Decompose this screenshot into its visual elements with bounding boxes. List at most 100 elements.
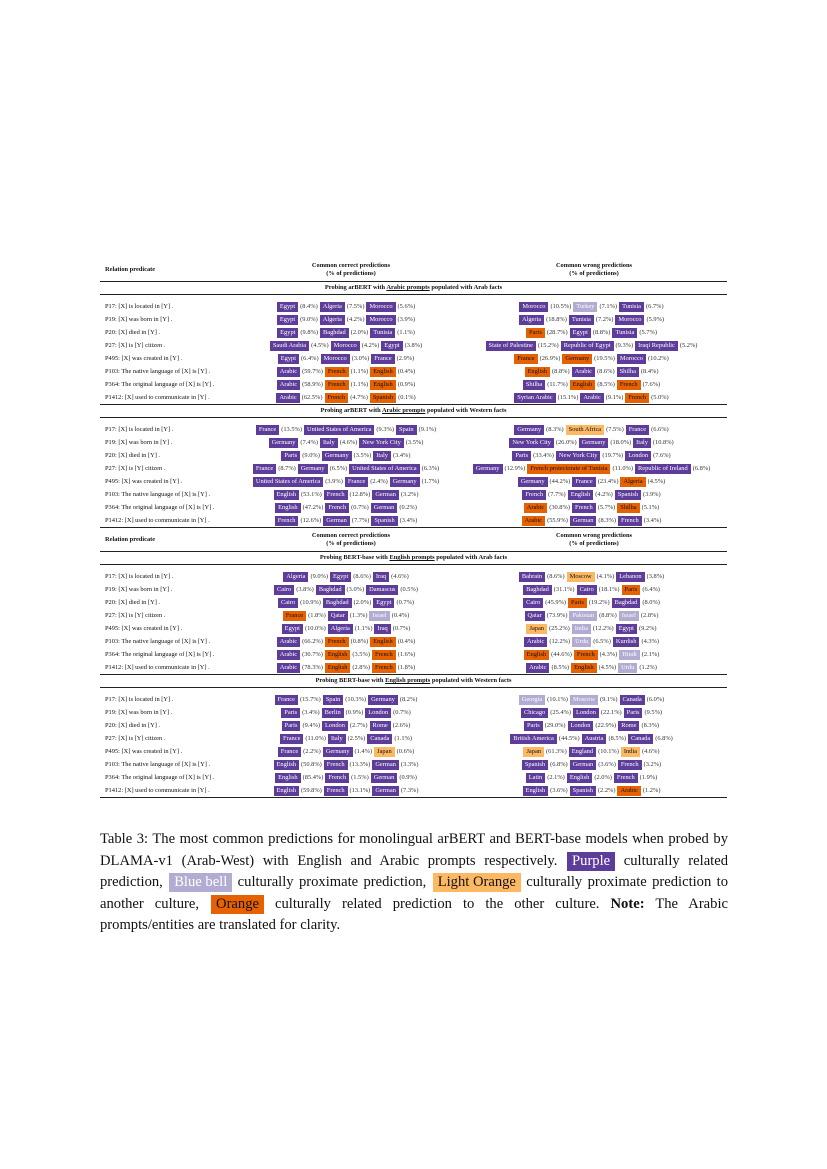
section-title-text: populated with Western facts — [430, 677, 512, 684]
prediction-chip: France — [344, 476, 369, 487]
correct-predictions: English (47.2%) French (0.7%) German (0.2%) — [236, 502, 456, 513]
prediction-chip: English — [571, 662, 597, 673]
prediction-chip: Arabic — [523, 502, 548, 513]
prediction-percent: (12.8%) — [349, 490, 371, 498]
wrong-predictions: Arabic (30.8%) French (5.7%) Shilha (5.1%) — [456, 502, 727, 513]
prediction-percent: (15.7%) — [299, 695, 321, 703]
prediction-percent: (8.4%) — [640, 367, 659, 375]
prediction-percent: (53.1%) — [301, 490, 322, 498]
correct-predictions: Paris (9.0%) Germany (3.5%) Italy (3.4%) — [236, 450, 456, 461]
prediction-chip: Egypt — [276, 301, 299, 312]
prediction-percent: (2.2%) — [303, 747, 321, 755]
table-rule — [100, 281, 727, 282]
prediction-percent: (8.3%) — [641, 721, 660, 729]
prediction-chip: Algeria — [620, 476, 646, 487]
prediction-percent: (0.7%) — [392, 624, 411, 632]
prediction-percent: (9.4%) — [302, 721, 321, 729]
prediction-percent: (0.9%) — [399, 773, 417, 781]
prediction-percent: (2.4%) — [370, 477, 388, 485]
prediction-percent: (4.6%) — [391, 572, 409, 580]
correct-predictions: United States of America (3.9%) France (2.4… — [236, 476, 456, 487]
prediction-chip: Hindi — [619, 649, 640, 660]
wrong-predictions: English (8.8%) Arabic (8.6%) Shilha (8.4%) — [456, 366, 727, 377]
correct-predictions: English (85.4%) French (1.5%) German (0.9%) — [236, 772, 456, 783]
prediction-chip: Berlin — [321, 707, 344, 718]
prediction-percent: (1.1%) — [350, 367, 369, 375]
prediction-chip: London — [322, 720, 348, 731]
prediction-percent: (47.2%) — [302, 503, 324, 511]
prediction-chip: Israel — [369, 610, 390, 621]
prediction-chip: Shilha — [522, 379, 546, 390]
prediction-percent: (4.6%) — [641, 747, 660, 755]
wrong-predictions: Paris (33.4%) New York City (19.7%) London (7… — [456, 450, 727, 461]
prediction-percent: (0.4%) — [397, 637, 416, 645]
prediction-chip: French — [625, 392, 650, 403]
wrong-predictions: French (7.7%) English (4.2%) Spanish (3.9%) — [456, 489, 727, 500]
prediction-percent: (9.1%) — [605, 393, 624, 401]
prediction-percent: (0.5%) — [400, 585, 418, 593]
prediction-percent: (0.4%) — [391, 611, 410, 619]
wrong-predictions: Arabic (8.5%) English (4.5%) Urdu (1.2%) — [456, 662, 727, 673]
relation-predicate: P364: The original language of [X] is [Y… — [105, 381, 215, 388]
relation-predicate: P20: [X] died in [Y] . — [105, 329, 161, 336]
prediction-chip: France — [282, 610, 307, 621]
prediction-chip: German — [569, 759, 597, 770]
section-title-text: Probing BERT-base with — [319, 554, 390, 561]
prediction-percent: (2.5%) — [347, 734, 366, 742]
prediction-percent: (1.4%) — [354, 747, 373, 755]
prediction-chip: French — [325, 502, 350, 513]
prediction-percent: (0.7%) — [393, 708, 411, 716]
prediction-percent: (11.7%) — [547, 380, 568, 388]
section-title: Probing BERT-base with English prompts p… — [100, 675, 727, 687]
prediction-percent: (6.5%) — [593, 637, 611, 645]
prediction-chip: India — [571, 623, 591, 634]
correct-predictions: Paris (9.4%) London (2.7%) Rome (2.6%) — [236, 720, 456, 731]
wrong-predictions: Japan (25.2%) India (12.2%) Egypt (9.2%) — [456, 623, 727, 634]
prediction-chip: French — [323, 785, 348, 796]
prediction-percent: (3.8%) — [646, 572, 665, 580]
prediction-chip: France — [274, 694, 298, 705]
correct-predictions: Germany (7.4%) Italy (4.6%) New York City (3.… — [236, 437, 456, 448]
prediction-percent: (6.4%) — [301, 354, 319, 362]
prediction-percent: (1.2%) — [642, 786, 661, 794]
prediction-chip: Bahrain — [518, 571, 546, 582]
prediction-percent: (0.9%) — [345, 708, 364, 716]
prediction-chip: English — [324, 649, 351, 660]
table-rule — [100, 551, 727, 552]
prediction-percent: (10.2%) — [648, 354, 669, 362]
prediction-chip: France — [514, 353, 538, 364]
prediction-chip: London — [365, 707, 392, 718]
prediction-percent: (30.7%) — [302, 650, 323, 658]
prediction-percent: (3.5%) — [405, 438, 424, 446]
prediction-chip: Moscow — [569, 694, 598, 705]
prediction-percent: (2.0%) — [594, 773, 612, 781]
relation-predicate: P364: The original language of [X] is [Y… — [105, 774, 215, 781]
relation-predicate: P1412: [X] used to communicate in [Y] . — [105, 517, 210, 524]
prediction-chip: State of Palestine — [485, 340, 536, 351]
correct-predictions: France (1.8%) Qatar (1.3%) Israel (0.4%) — [236, 610, 456, 621]
prediction-chip: Algeria — [319, 314, 345, 325]
prediction-percent: (9.3%) — [376, 425, 394, 433]
table-row: P1412: [X] used to communicate in [Y] . E… — [100, 784, 727, 797]
prediction-percent: (6.7%) — [646, 302, 664, 310]
wrong-predictions: English (3.6%) Spanish (2.2%) Arabic (1.2%) — [456, 785, 727, 796]
prediction-percent: (4.3%) — [641, 637, 660, 645]
relation-predicate: P495: [X] was created in [Y] . — [105, 748, 183, 755]
prediction-chip: Iraqi Republic — [635, 340, 678, 351]
prediction-percent: (19.7%) — [602, 451, 624, 459]
prediction-percent: (0.7%) — [396, 598, 415, 606]
prediction-chip: Arabic — [571, 366, 595, 377]
relation-predicate: P103: The native language of [X] is [Y] … — [105, 491, 211, 498]
prediction-chip: Germany — [472, 463, 503, 474]
prediction-chip: Arabic — [526, 662, 550, 673]
wrong-predictions: Germany (44.2%) France (23.4%) Algeria (4.5%) — [456, 476, 727, 487]
prediction-percent: (66.2%) — [302, 637, 323, 645]
prediction-chip: English — [273, 489, 300, 500]
prediction-percent: (28.7%) — [546, 328, 568, 336]
prediction-percent: (10.3%) — [345, 695, 367, 703]
prediction-chip: France — [255, 424, 280, 435]
relation-predicate: P27: [X] is [Y] citizen . — [105, 465, 166, 472]
prediction-chip: Paris — [281, 707, 301, 718]
prediction-percent: (8.2%) — [399, 695, 418, 703]
wrong-predictions: Chicago (25.4%) London (22.1%) Paris (9.5%) — [456, 707, 727, 718]
